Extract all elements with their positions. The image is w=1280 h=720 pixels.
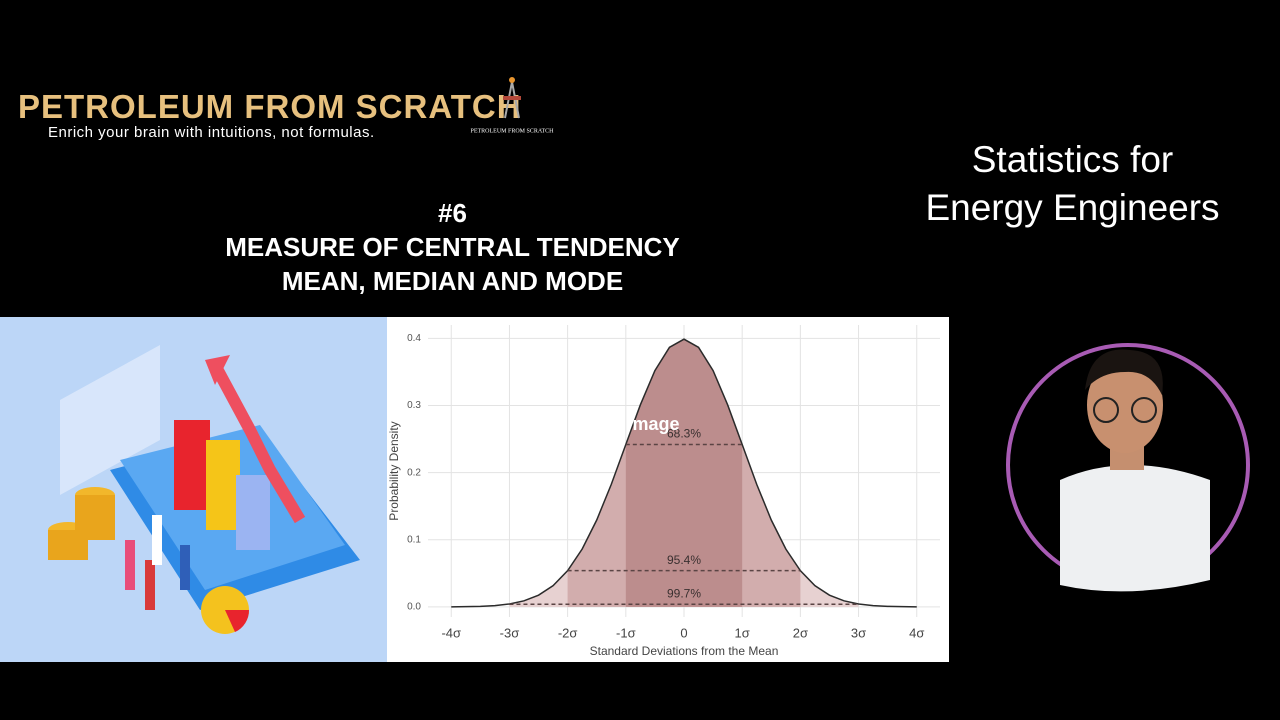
- tagline: Enrich your brain with intuitions, not f…: [48, 124, 375, 141]
- band-area: [509, 339, 859, 607]
- band-label: 99.7%: [667, 586, 701, 600]
- y-tick-label: 0.1: [407, 534, 421, 545]
- episode-line: MEAN, MEDIAN AND MODE: [281, 266, 624, 296]
- episode-number: #6: [438, 198, 467, 228]
- y-tick-label: 0.4: [407, 333, 421, 344]
- band-area: [625, 339, 743, 607]
- illustration: [0, 317, 387, 662]
- x-tick-label: -1σ: [616, 625, 636, 640]
- band-area: [567, 339, 801, 607]
- x-tick-label: 1σ: [735, 625, 750, 640]
- overlay-text: mage: [632, 414, 679, 434]
- band-label: 95.4%: [667, 553, 701, 567]
- chart-panel: [387, 317, 949, 662]
- y-axis-label: Probability Density: [387, 421, 401, 520]
- series-line: Energy Engineers: [925, 187, 1220, 228]
- series-line: Statistics for: [971, 139, 1174, 180]
- x-tick-label: 4σ: [909, 625, 924, 640]
- x-tick-label: -2σ: [558, 625, 578, 640]
- chart: 0.0 0.1 0.2 0.3 0.4 -4σ -3σ -2σ -1σ 0 1σ 2σ 3σ 4σ Stan…: [387, 325, 940, 658]
- episode-title: #6 MEASURE OF CENTRAL TENDENCY MEAN, MED…: [190, 196, 715, 298]
- x-tick-label: -4σ: [441, 625, 461, 640]
- x-tick-label: 3σ: [851, 625, 866, 640]
- x-axis-label: Standard Deviations from the Mean: [590, 644, 779, 658]
- portrait: [1006, 343, 1250, 592]
- y-tick-label: 0.0: [407, 602, 421, 613]
- band-label: 68.3%: [667, 427, 701, 441]
- x-tick-label: -3σ: [500, 625, 520, 640]
- x-tick-label: 0: [680, 625, 687, 640]
- episode-line: MEASURE OF CENTRAL TENDENCY: [225, 232, 680, 262]
- y-tick-label: 0.2: [407, 467, 421, 478]
- logo-text: PETROLEUM FROM SCRATCH: [470, 128, 554, 134]
- x-tick-label: 2σ: [793, 625, 808, 640]
- brand: PETROLEUM FROM SCRATCH: [18, 88, 522, 125]
- series-title: Statistics for Energy Engineers: [890, 136, 1255, 232]
- curve: [451, 338, 917, 608]
- y-tick-label: 0.3: [407, 400, 421, 411]
